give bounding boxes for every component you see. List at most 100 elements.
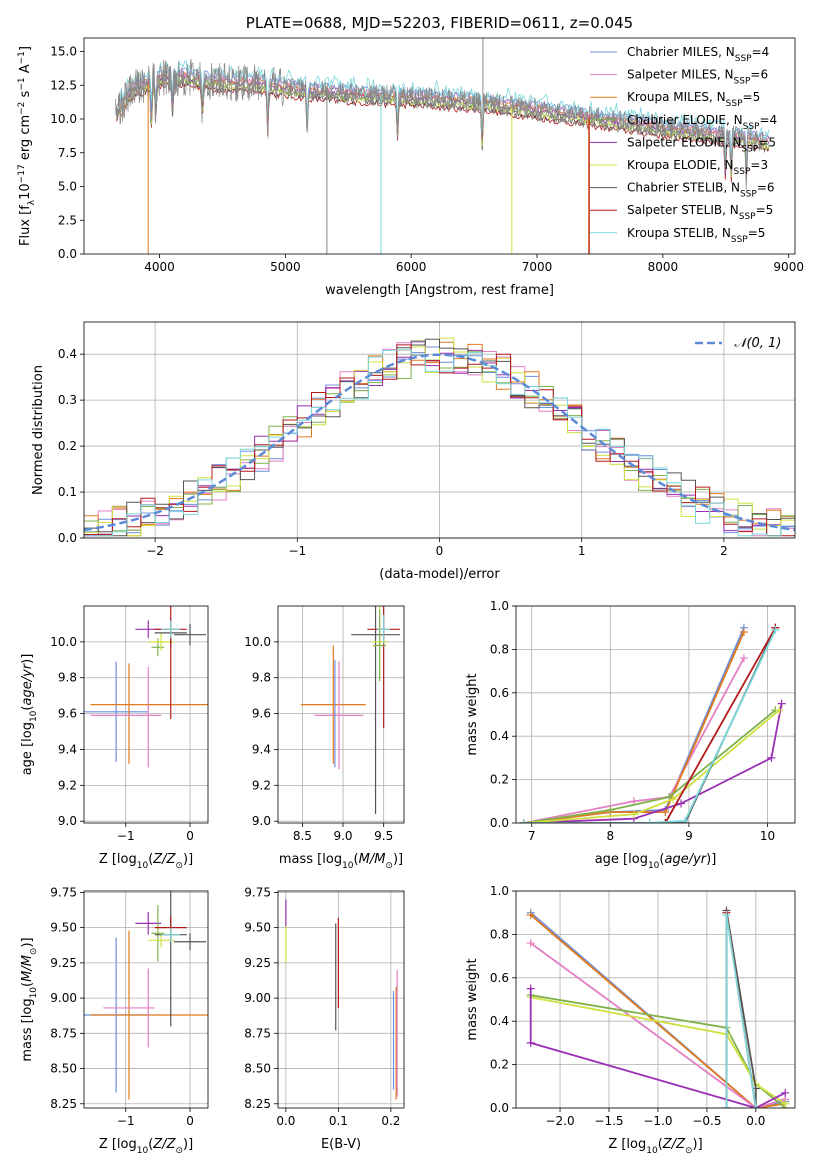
- label-part: (: [148, 1137, 153, 1152]
- legend-name: Chabrier STELIB, N: [627, 181, 740, 195]
- series-marker-salpeter_elodie: [526, 984, 535, 993]
- x-tick-label: 9: [685, 829, 693, 843]
- x-tick-label: 10: [760, 829, 775, 843]
- label-part: age [log: [20, 722, 35, 775]
- label-part: 10: [342, 861, 354, 871]
- x-tick-label: 2: [720, 544, 728, 558]
- label-part: 10: [137, 861, 149, 871]
- series-marker-kroupa_elodie: [775, 706, 784, 715]
- y-tick-label: 9.75: [50, 885, 77, 899]
- label-part: ⊙: [385, 861, 393, 871]
- series-line-kroupa_stelib: [725, 914, 757, 1108]
- label-part: Flux [f: [18, 205, 33, 246]
- plot-area: [285, 899, 398, 1100]
- axes-frame: [83, 605, 209, 824]
- series-marker-salpeter_elodie: [677, 799, 686, 808]
- y-tick-label: 9.4: [58, 742, 77, 756]
- y-axis-label: mass weight: [465, 673, 480, 755]
- legend-entry: 𝒩(0, 1): [734, 336, 781, 351]
- legend-name: Kroupa STELIB, N: [627, 226, 731, 240]
- series-marker-kroupa_stelib: [680, 816, 689, 823]
- legend-entry: Salpeter ELODIE, NSSP=5: [627, 135, 776, 154]
- panel-age_vs_Z: −1 09.09.29.49.69.810.0Z [log10(Z/Z⊙)]age…: [20, 605, 209, 871]
- legend-sub: SSP: [735, 54, 752, 64]
- series-marker-kroupa_stelib: [722, 910, 731, 919]
- panel-mass_weight_vs_Z: −2.0 −1.5 −1.0 −0.5 0.0 0.0 0.2 0.4 0.6 0.8 1.0 Z […: [465, 884, 796, 1156]
- legend-suffix: =5: [743, 90, 761, 104]
- series-marker-kroupa_stelib: [771, 625, 780, 634]
- y-tick-label: 0.2: [490, 773, 509, 787]
- x-tick-label: 9.5: [374, 829, 393, 843]
- x-tick-label: −1.5: [594, 1114, 623, 1128]
- legend-name: Chabrier ELODIE, N: [627, 113, 743, 127]
- axes-frame: [277, 890, 405, 1109]
- x-axis-label: age [log10(age/yr)]: [595, 852, 717, 871]
- y-tick-label: 9.2: [252, 778, 271, 792]
- series-line-chabrier_elodie: [530, 994, 786, 1108]
- series-line-chabrier_miles: [530, 912, 786, 1108]
- y-tick-label: 0.6: [490, 686, 509, 700]
- y-tick-label: 9.75: [244, 885, 271, 899]
- plot-area: [526, 906, 790, 1108]
- plot-area: [84, 891, 208, 1100]
- series-marker-kroupa_miles: [526, 910, 535, 919]
- y-tick-label: 0.6: [490, 971, 509, 985]
- y-tick-label: 8.25: [50, 1097, 77, 1111]
- y-tick-label: 9.00: [50, 991, 77, 1005]
- x-axis-label: E(B-V): [321, 1137, 361, 1152]
- histogram-kroupa_stelib: [84, 349, 795, 537]
- legend-entry: Chabrier STELIB, NSSP=6: [627, 181, 775, 200]
- legend-suffix: =5: [756, 203, 774, 217]
- x-tick-label: −1: [117, 829, 135, 843]
- legend-entry: Chabrier ELODIE, NSSP=4: [627, 113, 777, 132]
- series-marker-salpeter_elodie: [777, 699, 786, 708]
- series-line-chabrier_elodie: [523, 709, 776, 823]
- x-tick-label: 1: [578, 544, 586, 558]
- y-tick-label: 0.4: [490, 1014, 509, 1028]
- series-marker-kroupa_stelib: [751, 1104, 760, 1108]
- label-part: ⊙: [685, 1146, 693, 1156]
- legend-sub: SSP: [726, 99, 743, 109]
- legend-name: Salpeter STELIB, N: [627, 203, 739, 217]
- label-part: −2: [17, 102, 27, 115]
- label-part: ⊙: [29, 948, 39, 956]
- x-tick-label: −2.0: [545, 1114, 574, 1128]
- y-tick-label: 8.25: [244, 1097, 271, 1111]
- x-tick-label: 8000: [648, 260, 679, 274]
- label-part: )]: [183, 1137, 193, 1152]
- legend-entry: Kroupa MILES, NSSP=5: [627, 90, 760, 109]
- series-marker-salpeter_miles: [526, 939, 535, 948]
- x-tick-label: 5000: [270, 260, 301, 274]
- x-axis-label: Z [log10(Z/Z⊙)]: [99, 1137, 193, 1156]
- panel-mass_vs_Z: −1 08.258.508.759.009.259.509.75Z [log10(…: [20, 885, 209, 1156]
- series-line-salpeter_elodie: [523, 703, 783, 823]
- label-part: −1: [17, 77, 27, 90]
- axes-frame: [515, 890, 796, 1109]
- label-part: M/M: [359, 852, 386, 867]
- label-part: 10: [137, 1146, 149, 1156]
- x-tick-label: 0: [186, 829, 194, 843]
- y-tick-label: 7.5: [58, 146, 77, 160]
- y-tick-label: 0.0: [490, 816, 509, 830]
- label-part: (: [20, 706, 35, 711]
- label-part: 10: [29, 987, 39, 999]
- legend-name: Chabrier MILES, N: [627, 45, 735, 59]
- label-part: (: [354, 852, 359, 867]
- series-marker-kroupa_elodie: [781, 1099, 790, 1108]
- label-part: mass [log: [279, 852, 342, 867]
- y-tick-label: 9.2: [58, 778, 77, 792]
- y-tick-label: 9.25: [244, 956, 271, 970]
- y-tick-label: 0.0: [58, 247, 77, 261]
- legend-sub: SSP: [740, 190, 757, 200]
- label-part: )]: [393, 852, 403, 867]
- label-part: mass [log: [20, 998, 35, 1061]
- x-axis-label: (data-model)/error: [379, 567, 500, 582]
- y-tick-label: 9.6: [58, 707, 77, 721]
- series-line-salpeter_miles: [523, 657, 745, 823]
- chart-title: PLATE=0688, MJD=52203, FIBERID=0611, z=0…: [246, 14, 633, 32]
- x-tick-label: 0.1: [329, 1114, 348, 1128]
- y-tick-label: 15.0: [50, 45, 77, 59]
- x-axis-label: Z [log10(Z/Z⊙)]: [608, 1137, 702, 1156]
- y-tick-label: 10.0: [50, 635, 77, 649]
